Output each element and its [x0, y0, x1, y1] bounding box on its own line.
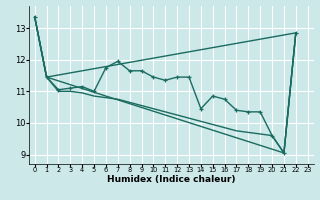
X-axis label: Humidex (Indice chaleur): Humidex (Indice chaleur) [107, 175, 236, 184]
